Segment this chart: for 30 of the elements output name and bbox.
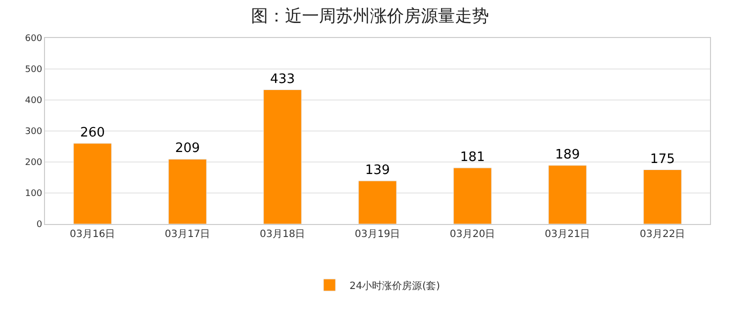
- y-tick-label: 300: [25, 127, 42, 138]
- x-tick-label: 03月20日: [450, 229, 496, 240]
- bar: [548, 165, 587, 224]
- bar: [73, 143, 112, 224]
- x-tick-label: 03月22日: [640, 229, 686, 240]
- x-tick-label: 03月21日: [544, 229, 590, 240]
- chart-title: 图：近一周苏州涨价房源量走势: [251, 6, 489, 26]
- bar: [168, 158, 207, 224]
- x-tick-label: 03月19日: [354, 229, 400, 240]
- y-tick-label: 200: [25, 158, 42, 168]
- data-label: 139: [365, 162, 390, 178]
- bar: [643, 170, 682, 224]
- y-tick-label: 400: [25, 96, 42, 106]
- legend-label: 24小时涨价房源(套): [350, 280, 440, 292]
- data-label: 260: [80, 125, 105, 140]
- bar: [453, 168, 492, 224]
- x-tick-label: 03月16日: [70, 229, 116, 240]
- y-tick-label: 600: [25, 34, 42, 44]
- y-tick-label: 500: [25, 65, 42, 76]
- x-tick-label: 03月18日: [260, 229, 306, 240]
- data-label: 209: [175, 141, 200, 156]
- data-label: 175: [650, 152, 675, 167]
- bar: [263, 90, 302, 224]
- bar: [358, 180, 397, 224]
- x-tick-label: 03月17日: [164, 229, 210, 240]
- y-tick-label: 100: [25, 189, 42, 200]
- data-label: 181: [460, 150, 485, 165]
- y-tick-label: 0: [36, 220, 42, 230]
- data-label: 433: [270, 72, 295, 87]
- data-label: 189: [555, 147, 580, 162]
